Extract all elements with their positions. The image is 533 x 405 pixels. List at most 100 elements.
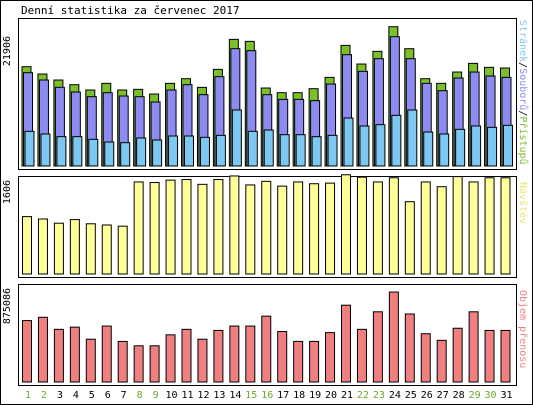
bar-pages — [24, 130, 35, 167]
bar-kbytes — [420, 333, 431, 383]
day-label: 31 — [500, 390, 512, 401]
bar-visits — [53, 222, 64, 275]
day-label: 25 — [405, 390, 417, 401]
bar-pages — [391, 114, 402, 167]
bar-kbytes — [277, 331, 288, 383]
day-label: 26 — [421, 390, 433, 401]
bar-kbytes — [341, 304, 351, 383]
day-label: 18 — [293, 390, 305, 401]
bar-visits — [117, 225, 128, 275]
day-label: 13 — [213, 390, 225, 401]
bar-kbytes — [149, 345, 160, 383]
day-label: 24 — [389, 390, 401, 401]
bar-pages — [327, 134, 338, 167]
bar-visits — [420, 181, 431, 275]
bar-pages — [56, 136, 67, 167]
bar-kbytes — [388, 291, 399, 383]
bar-pages — [311, 136, 322, 167]
day-label: 7 — [121, 390, 127, 401]
bar-pages — [184, 135, 194, 167]
bar-kbytes — [293, 340, 304, 383]
day-label: 14 — [229, 390, 241, 401]
bar-kbytes — [309, 340, 320, 383]
bar-visits — [309, 183, 320, 275]
legend-part: Stránek — [517, 20, 528, 63]
day-label: 2 — [41, 390, 47, 401]
bar-kbytes — [452, 327, 463, 383]
bar-kbytes — [181, 328, 192, 383]
day-label: 6 — [105, 390, 111, 401]
bar-pages — [423, 131, 434, 167]
day-label: 1 — [25, 390, 31, 401]
day-label: 20 — [325, 390, 337, 401]
bar-kbytes — [372, 311, 383, 383]
bar-pages — [375, 124, 386, 167]
day-label: 23 — [373, 390, 385, 401]
bar-pages — [487, 126, 498, 167]
bar-visits — [341, 174, 351, 275]
bar-pages — [231, 109, 242, 167]
bar-pages — [263, 129, 274, 167]
bar-visits — [468, 181, 479, 275]
legend-hits-files-pages: Stránek/Souborů/Přístupů — [517, 20, 528, 165]
bar-visits — [213, 179, 224, 275]
bar-visits — [261, 180, 272, 275]
bar-kbytes — [261, 315, 272, 383]
day-label: 9 — [153, 390, 159, 401]
bar-pages — [120, 142, 131, 167]
bar-visits — [101, 224, 112, 275]
bar-kbytes — [500, 329, 511, 383]
bar-visits — [229, 175, 240, 275]
bar-pages — [295, 134, 306, 167]
bar-kbytes — [229, 325, 240, 383]
bar-visits — [277, 185, 288, 275]
legend-part: Přístupů — [517, 116, 528, 165]
bar-kbytes — [165, 334, 176, 383]
bar-pages — [471, 125, 482, 167]
chart-title: Denní statistika za červenec 2017 — [21, 4, 240, 17]
bar-visits — [452, 176, 463, 275]
bar-pages — [168, 135, 179, 167]
bar-visits — [22, 216, 32, 275]
bar-kbytes — [85, 338, 96, 383]
bar-visits — [436, 186, 447, 275]
bar-kbytes — [325, 332, 336, 383]
bar-kbytes — [197, 338, 208, 383]
bar-visits — [500, 177, 511, 275]
bar-kbytes — [53, 328, 64, 383]
legend-part: / — [517, 110, 528, 117]
bar-visits — [325, 182, 336, 275]
bar-pages — [40, 133, 51, 167]
day-label: 17 — [277, 390, 289, 401]
legend-part: Souborů — [517, 68, 528, 111]
bar-pages — [136, 137, 147, 167]
bar-visits — [85, 223, 96, 275]
bar-pages — [215, 134, 226, 167]
bar-pages — [247, 130, 258, 167]
bar-pages — [455, 128, 466, 167]
bar-visits — [388, 177, 399, 275]
bar-pages — [72, 136, 83, 167]
day-label: 29 — [469, 390, 481, 401]
bar-pages — [439, 133, 450, 167]
bar-visits — [133, 181, 144, 275]
bar-visits — [149, 182, 160, 275]
day-label: 22 — [357, 390, 369, 401]
bar-visits — [165, 179, 176, 275]
bar-kbytes — [468, 311, 479, 383]
bar-kbytes — [213, 329, 224, 383]
bar-pages — [104, 141, 115, 167]
day-label: 10 — [166, 390, 178, 401]
bar-visits — [356, 176, 367, 275]
bar-visits — [372, 181, 383, 275]
day-label: 5 — [89, 390, 95, 401]
bar-pages — [407, 109, 418, 167]
bar-pages — [88, 138, 99, 167]
bar-visits — [293, 181, 304, 275]
bar-kbytes — [133, 345, 144, 383]
legend-visits: Návštěv — [517, 182, 528, 225]
bar-kbytes — [37, 316, 48, 383]
day-label: 19 — [309, 390, 321, 401]
bar-pages — [359, 125, 370, 167]
